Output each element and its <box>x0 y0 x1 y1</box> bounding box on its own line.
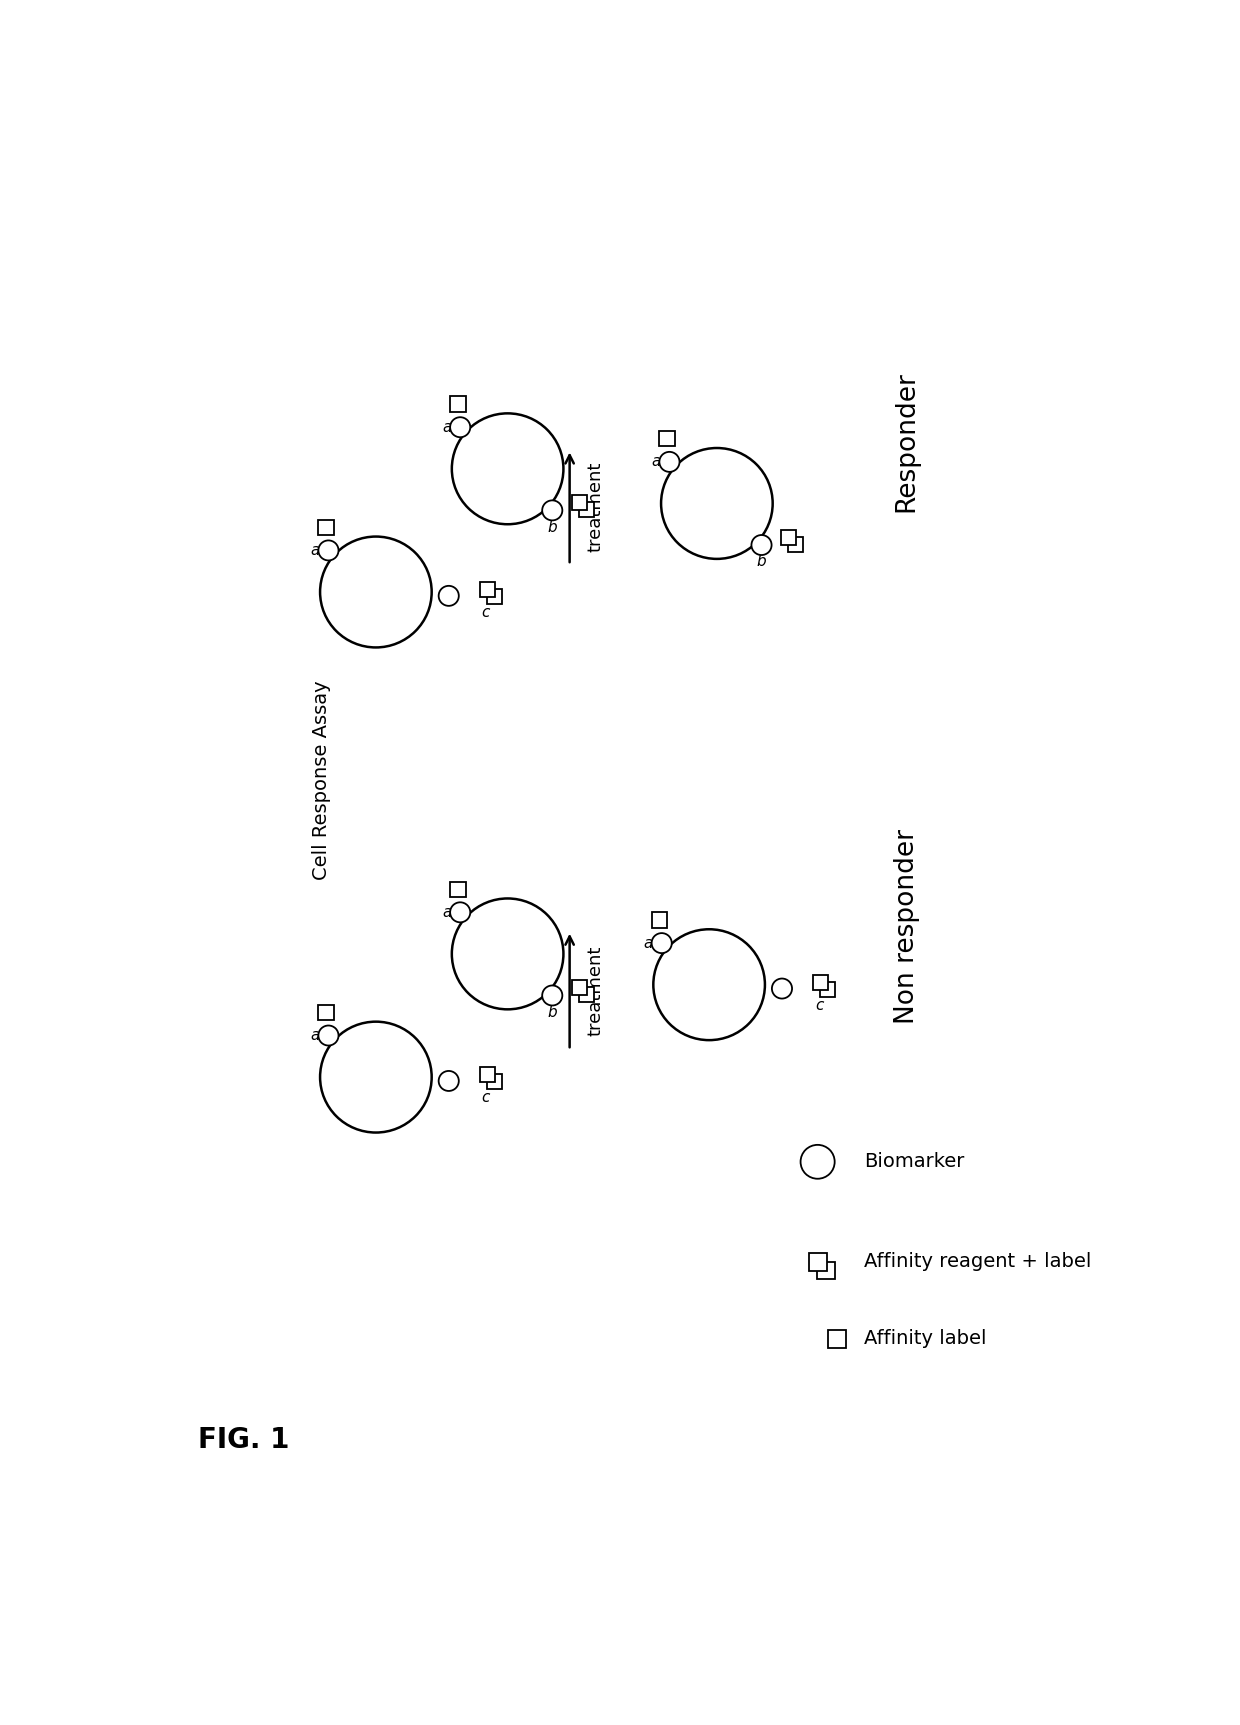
Text: b: b <box>547 1006 557 1019</box>
Ellipse shape <box>320 536 432 647</box>
Bar <box>487 588 502 604</box>
Bar <box>319 519 334 535</box>
Bar <box>652 913 667 928</box>
Bar <box>828 1330 846 1347</box>
Bar <box>480 1068 495 1083</box>
Circle shape <box>771 978 792 999</box>
Text: a: a <box>310 543 320 557</box>
Text: Responder: Responder <box>894 371 920 512</box>
Bar <box>808 1252 827 1271</box>
Text: Non responder: Non responder <box>894 830 920 1025</box>
Bar <box>813 975 828 990</box>
Circle shape <box>542 500 562 521</box>
Text: Affinity label: Affinity label <box>864 1330 987 1349</box>
Ellipse shape <box>451 414 563 524</box>
Text: Affinity reagent + label: Affinity reagent + label <box>864 1252 1091 1271</box>
Bar <box>820 982 836 997</box>
Bar <box>572 495 587 511</box>
Circle shape <box>450 902 470 923</box>
Circle shape <box>660 452 680 473</box>
Bar <box>579 502 594 518</box>
Text: c: c <box>481 605 490 621</box>
Circle shape <box>450 417 470 436</box>
Text: b: b <box>547 519 557 535</box>
Text: c: c <box>815 999 823 1013</box>
Bar <box>450 881 466 897</box>
Circle shape <box>319 1025 339 1045</box>
Text: Biomarker: Biomarker <box>864 1152 965 1171</box>
Circle shape <box>542 985 562 1006</box>
Text: FIG. 1: FIG. 1 <box>197 1427 289 1454</box>
Text: a: a <box>443 906 451 919</box>
Text: c: c <box>481 1090 490 1106</box>
Text: a: a <box>651 454 661 469</box>
Text: a: a <box>443 419 451 435</box>
Circle shape <box>439 1071 459 1090</box>
Ellipse shape <box>653 930 765 1040</box>
Text: treatment: treatment <box>587 945 605 1035</box>
Bar <box>572 980 587 995</box>
Circle shape <box>751 535 771 555</box>
Text: b: b <box>756 554 766 569</box>
Circle shape <box>439 586 459 605</box>
Circle shape <box>651 933 672 954</box>
Ellipse shape <box>661 448 773 559</box>
Bar <box>781 530 796 545</box>
Bar <box>480 581 495 597</box>
Bar <box>579 987 594 1002</box>
Circle shape <box>801 1145 835 1178</box>
Bar <box>660 431 675 447</box>
Text: a: a <box>310 1028 320 1044</box>
Ellipse shape <box>320 1021 432 1133</box>
Circle shape <box>319 540 339 561</box>
Bar <box>787 536 804 552</box>
Text: treatment: treatment <box>587 462 605 552</box>
Bar <box>450 397 466 412</box>
Text: a: a <box>644 935 653 950</box>
Bar <box>319 1004 334 1019</box>
Bar <box>487 1075 502 1090</box>
Text: Cell Response Assay: Cell Response Assay <box>312 681 331 880</box>
Bar <box>817 1261 835 1280</box>
Ellipse shape <box>451 899 563 1009</box>
